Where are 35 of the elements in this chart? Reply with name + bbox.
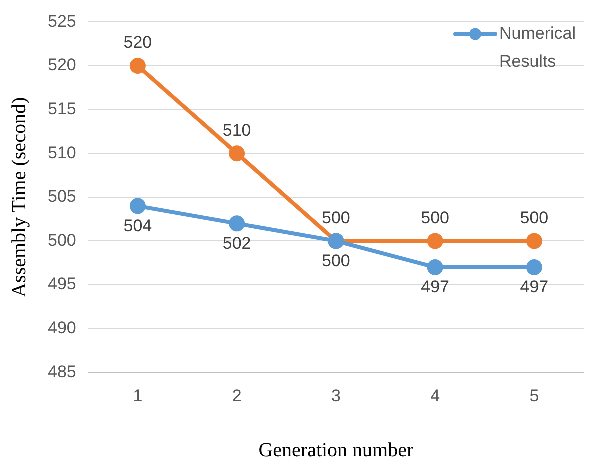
data-label: 497 xyxy=(520,278,549,297)
y-tick-label: 490 xyxy=(48,318,76,338)
data-label: 500 xyxy=(322,208,350,228)
data-label: 497 xyxy=(421,278,450,297)
legend-label: Numerical Results xyxy=(499,24,576,71)
x-axis-title: Generation number xyxy=(258,439,414,462)
y-axis-title: Assembly Time (second) xyxy=(8,97,30,298)
y-tick-label: 510 xyxy=(48,143,76,162)
data-label: 500 xyxy=(421,208,450,228)
point xyxy=(526,259,542,276)
y-tick-label: 525 xyxy=(48,12,76,31)
x-tick-label: 1 xyxy=(133,386,143,406)
data-label: 520 xyxy=(124,33,152,52)
point xyxy=(229,216,246,232)
x-tick-label: 2 xyxy=(232,386,242,406)
x-tick-label: 4 xyxy=(430,386,440,406)
point xyxy=(130,198,146,214)
data-label: 502 xyxy=(222,234,252,253)
data-label: 500 xyxy=(520,208,549,228)
y-tick-label: 485 xyxy=(48,362,76,382)
point xyxy=(130,58,146,74)
y-tick-label: 505 xyxy=(48,187,76,206)
y-tick-label: 515 xyxy=(48,99,76,118)
y-tick-label: 520 xyxy=(48,56,76,75)
x-tick-label: 3 xyxy=(331,386,341,406)
y-tick-label: 495 xyxy=(48,274,76,294)
data-label: 510 xyxy=(222,120,252,140)
point xyxy=(427,259,444,276)
data-label: 500 xyxy=(322,251,350,270)
point xyxy=(229,146,246,162)
point xyxy=(526,233,542,250)
x-tick-label: 5 xyxy=(530,386,540,406)
data-label: 504 xyxy=(124,216,152,236)
y-tick-label: 500 xyxy=(48,230,76,250)
point xyxy=(427,233,444,250)
